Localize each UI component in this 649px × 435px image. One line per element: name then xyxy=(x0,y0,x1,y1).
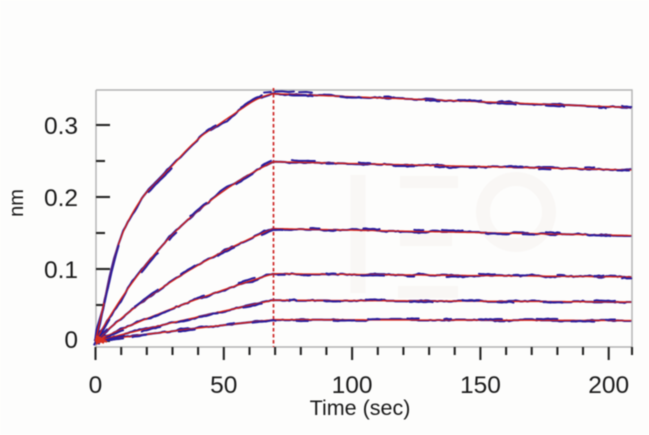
svg-text:0.3: 0.3 xyxy=(44,113,78,140)
svg-text:0: 0 xyxy=(89,372,103,399)
svg-text:50: 50 xyxy=(210,372,237,399)
svg-text:0.1: 0.1 xyxy=(44,257,78,284)
svg-text:150: 150 xyxy=(460,372,501,399)
svg-text:0: 0 xyxy=(64,327,78,354)
svg-text:nm: nm xyxy=(6,189,28,217)
svg-text:0.2: 0.2 xyxy=(44,185,78,212)
svg-text:Time (sec): Time (sec) xyxy=(310,396,411,420)
svg-text:100: 100 xyxy=(332,372,373,399)
svg-text:200: 200 xyxy=(588,372,629,399)
